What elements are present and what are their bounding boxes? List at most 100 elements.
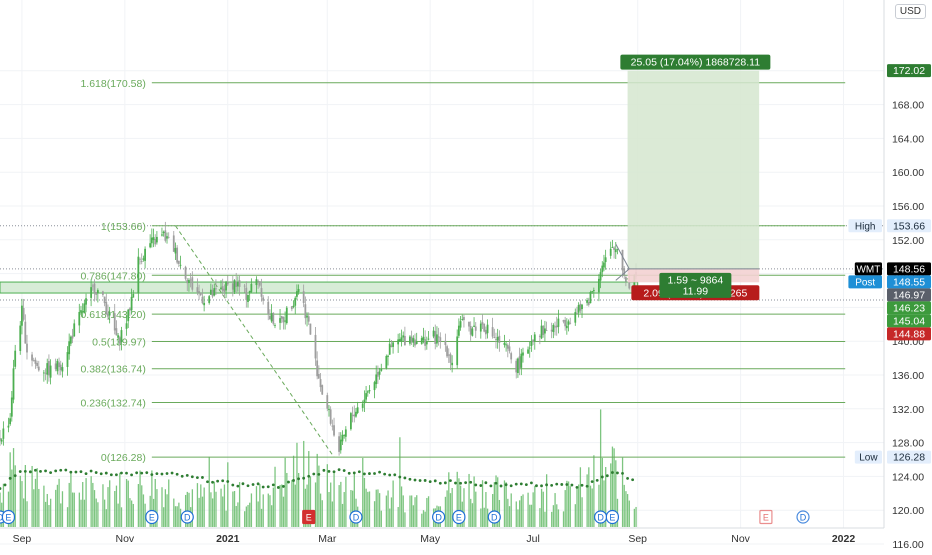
volume-bar	[36, 468, 38, 527]
position-layer[interactable]: 25.05 (17.04%) 1868728.112.09 (1.42%) 13…	[615, 54, 771, 301]
support-zone	[0, 281, 639, 294]
volume-ma-dot	[459, 481, 462, 485]
candle-body	[410, 336, 413, 343]
candle-body	[34, 359, 37, 364]
volume-bar	[485, 492, 487, 527]
time-axis[interactable]: Sep Nov 2021 Mar May Jul Sep Nov 2022	[0, 527, 884, 545]
candle-body	[456, 336, 459, 366]
volume-bar	[576, 488, 578, 527]
price-axis[interactable]: 116.00120.00124.00128.00132.00136.00140.…	[848, 0, 931, 551]
volume-bar	[208, 456, 210, 527]
candle-body	[166, 236, 168, 239]
volume-bar	[326, 464, 328, 527]
dividend-event-icon[interactable]	[432, 510, 446, 524]
candle-body	[26, 343, 28, 353]
fib-trend-line[interactable]	[175, 225, 335, 458]
candle-body	[188, 280, 190, 284]
currency-badge[interactable]: USD	[894, 4, 926, 19]
volume-bar	[492, 494, 494, 527]
candle-body	[235, 282, 238, 287]
dividend-event-icon[interactable]	[180, 510, 194, 524]
volume-ma-dot	[373, 472, 376, 475]
earnings-event-icon[interactable]	[605, 509, 619, 525]
candle-body	[9, 418, 12, 425]
dividend-event-icon[interactable]	[487, 510, 501, 524]
volume-bar	[48, 505, 50, 527]
volume-bar	[142, 494, 145, 527]
candle-body	[7, 425, 10, 428]
volume-bar	[562, 511, 565, 527]
price-label-box[interactable]	[887, 314, 931, 328]
volume-bar	[24, 465, 27, 527]
volume-bar	[70, 472, 72, 527]
volume-ma-dot	[621, 471, 624, 475]
volume-bar	[46, 493, 48, 527]
volume-bar	[387, 490, 389, 527]
price-label-box[interactable]	[887, 64, 931, 78]
volume-bar	[9, 452, 11, 527]
earnings-event-icon[interactable]	[302, 509, 316, 525]
price-label-box[interactable]	[887, 288, 931, 302]
candle-body	[10, 397, 13, 417]
volume-ma-dot	[145, 471, 149, 475]
volume-bar	[257, 501, 259, 527]
volume-ma-dot	[44, 469, 47, 473]
candle-body	[328, 408, 330, 410]
volume-ma-dot	[469, 480, 473, 484]
volume-ma-dot	[565, 483, 569, 486]
volume-bar	[83, 499, 86, 527]
volume-bar	[271, 505, 273, 527]
candle-body	[317, 374, 320, 379]
volume-ma-dot	[555, 482, 559, 486]
volume-bar	[623, 484, 625, 527]
earnings-event-icon[interactable]	[452, 509, 466, 525]
candle-body	[368, 390, 371, 392]
dividend-event-icon[interactable]	[349, 510, 363, 524]
volume-bar	[166, 494, 168, 527]
candle-body	[420, 338, 423, 344]
price-label-box[interactable]	[887, 327, 931, 341]
volume-bar	[223, 484, 226, 527]
price-label-box[interactable]	[887, 275, 931, 289]
candle-body	[356, 407, 359, 413]
price-label-box[interactable]	[887, 262, 931, 276]
profit-zone[interactable]	[627, 70, 760, 269]
earnings-event-icon[interactable]	[1, 509, 16, 525]
volume-ma-dot	[3, 483, 7, 487]
volume-bar	[50, 498, 52, 527]
earnings-event-icon[interactable]	[759, 509, 773, 525]
volume-ma-dot	[580, 483, 584, 487]
candle-body	[361, 403, 364, 408]
volume-bar	[73, 492, 75, 527]
price-label-box[interactable]	[887, 219, 931, 233]
price-label-box[interactable]	[887, 450, 931, 464]
dividend-event-icon[interactable]	[796, 510, 810, 524]
candle-body	[231, 283, 234, 290]
volume-bar	[21, 481, 23, 527]
earnings-event-letter: E	[456, 513, 462, 523]
volume-bar	[515, 501, 517, 527]
volume-ma-dot	[34, 468, 37, 472]
volume-bar	[19, 475, 21, 527]
candle-body	[203, 302, 206, 306]
volume-bar	[7, 491, 10, 527]
candle-body	[398, 339, 401, 342]
fibonacci-layer[interactable]: 1.618(170.58) 1(153.66) 0.786(147.80) 0.618…	[80, 78, 846, 464]
volume-bar	[249, 502, 251, 527]
volume-bar	[114, 491, 116, 527]
candle-body	[314, 334, 317, 359]
volume-ma-dot	[175, 472, 179, 476]
volume-bar	[213, 481, 215, 527]
events-layer[interactable]: DEEDEDDEDDEED	[0, 509, 810, 525]
candle-body	[392, 342, 394, 347]
price-label-box[interactable]	[887, 301, 931, 315]
volume-bar	[304, 488, 307, 527]
candle-body	[176, 247, 179, 263]
volume-bar	[259, 484, 261, 527]
volume-bar	[426, 497, 428, 527]
candle-body	[350, 413, 352, 430]
candle-body	[387, 355, 389, 357]
earnings-event-icon[interactable]	[145, 509, 159, 525]
